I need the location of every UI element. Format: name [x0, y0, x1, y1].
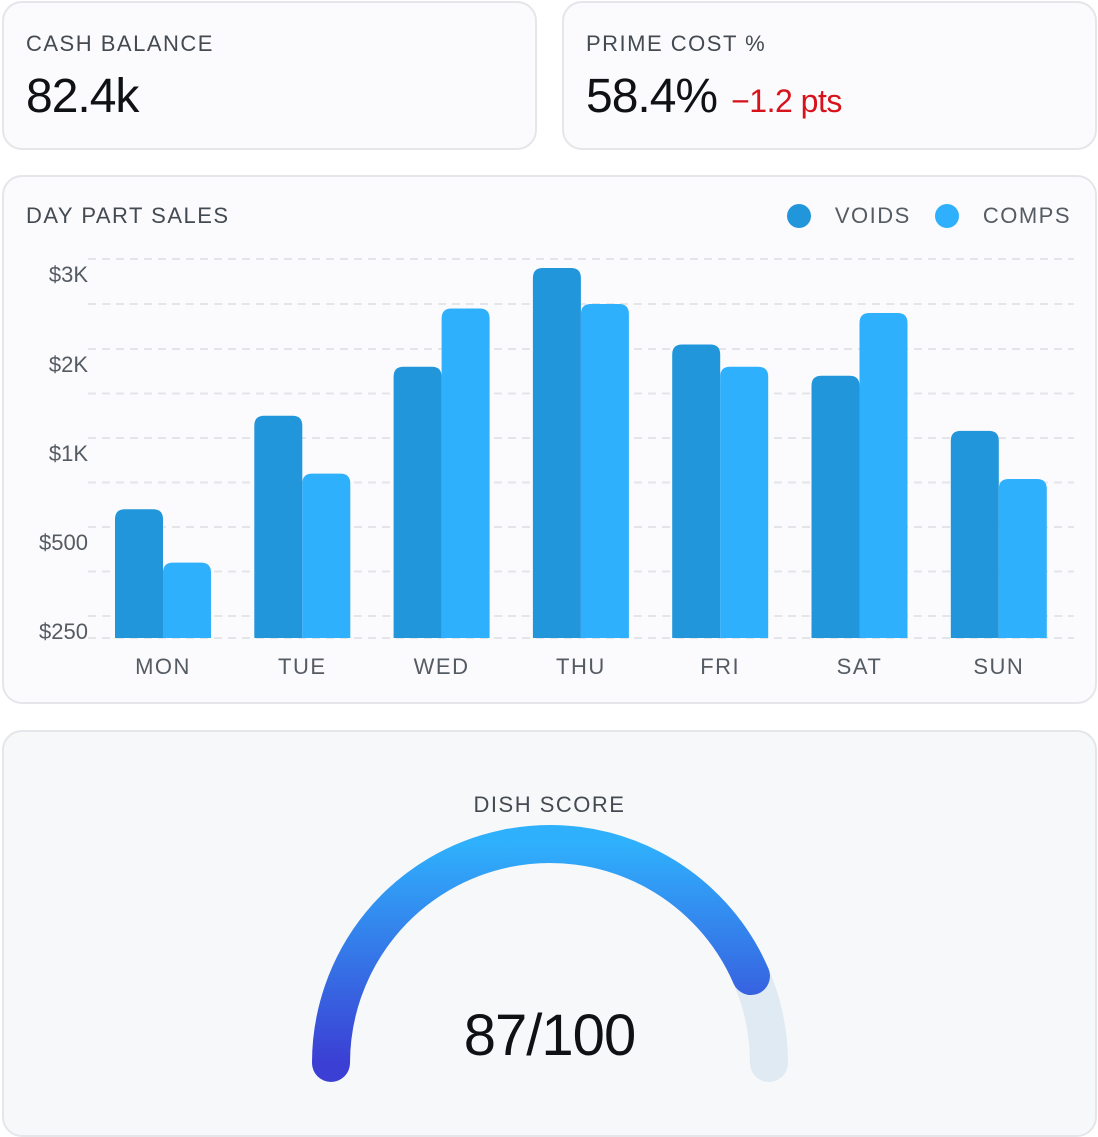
chart-legend: VOIDS COMPS: [786, 203, 1071, 229]
prime-cost-card: PRIME COST % 58.4% −1.2 pts: [562, 1, 1097, 150]
y-tick-label: $250: [39, 619, 88, 644]
legend-label-voids: VOIDS: [834, 203, 911, 228]
prime-cost-label: PRIME COST %: [586, 31, 767, 56]
bar-chart: $3K $2K $1K $500 $250 MON TUE WED THU FRI SAT SUN: [39, 258, 1074, 679]
x-tick-label: WED: [414, 654, 470, 679]
x-tick-label: SAT: [837, 654, 883, 679]
bar-comps-fri[interactable]: [720, 366, 769, 638]
x-tick-label: FRI: [700, 654, 740, 679]
cash-balance-value: 82.4k: [26, 70, 139, 123]
bar-voids-thu[interactable]: [532, 268, 581, 638]
x-tick-label: SUN: [973, 654, 1024, 679]
bar-comps-tue[interactable]: [302, 473, 351, 638]
prime-cost-value: 58.4%: [586, 70, 718, 123]
legend-swatch-comps: [934, 204, 959, 228]
x-tick-label: MON: [135, 654, 191, 679]
x-tick-label: THU: [556, 654, 606, 679]
y-tick-label: $500: [39, 530, 88, 555]
day-part-sales-card: DAY PART SALES VOIDS COMPS $3K $2K $1K $500…: [2, 175, 1097, 704]
bar-voids-mon[interactable]: [115, 509, 163, 638]
legend-item-voids: VOIDS: [786, 203, 911, 229]
legend-label-comps: COMPS: [982, 203, 1071, 228]
x-tick-label: TUE: [278, 654, 327, 679]
y-tick-label: $2K: [49, 352, 88, 377]
bar-comps-wed[interactable]: [441, 308, 490, 639]
score-gauge: [312, 825, 788, 1082]
gauge-value-arc: [312, 825, 770, 1082]
bar-voids-sat[interactable]: [811, 375, 860, 638]
gauge-value: 87/100: [463, 1003, 636, 1068]
legend-swatch-voids: [786, 204, 811, 228]
bar-comps-sat[interactable]: [859, 313, 908, 638]
cash-balance-label: CASH BALANCE: [26, 31, 214, 56]
cash-balance-card: CASH BALANCE 82.4k: [2, 1, 537, 150]
prime-cost-value-row: 58.4% −1.2 pts: [586, 69, 842, 124]
prime-cost-delta: −1.2 pts: [731, 83, 842, 119]
bar-comps-thu[interactable]: [580, 304, 629, 638]
bar-voids-wed[interactable]: [393, 366, 442, 638]
dish-score-card: DISH SCORE 87/100: [2, 730, 1097, 1137]
y-tick-label: $3K: [49, 262, 88, 287]
bar-voids-tue[interactable]: [254, 415, 303, 638]
bar-voids-fri[interactable]: [672, 344, 721, 639]
bar-voids-sun[interactable]: [950, 430, 999, 638]
bar-comps-mon[interactable]: [163, 562, 211, 638]
y-tick-label: $1K: [49, 441, 88, 466]
chart-title: DAY PART SALES: [26, 203, 230, 228]
bar-comps-sun[interactable]: [998, 478, 1047, 638]
gauge-title: DISH SCORE: [473, 792, 626, 817]
legend-item-comps: COMPS: [934, 203, 1071, 229]
